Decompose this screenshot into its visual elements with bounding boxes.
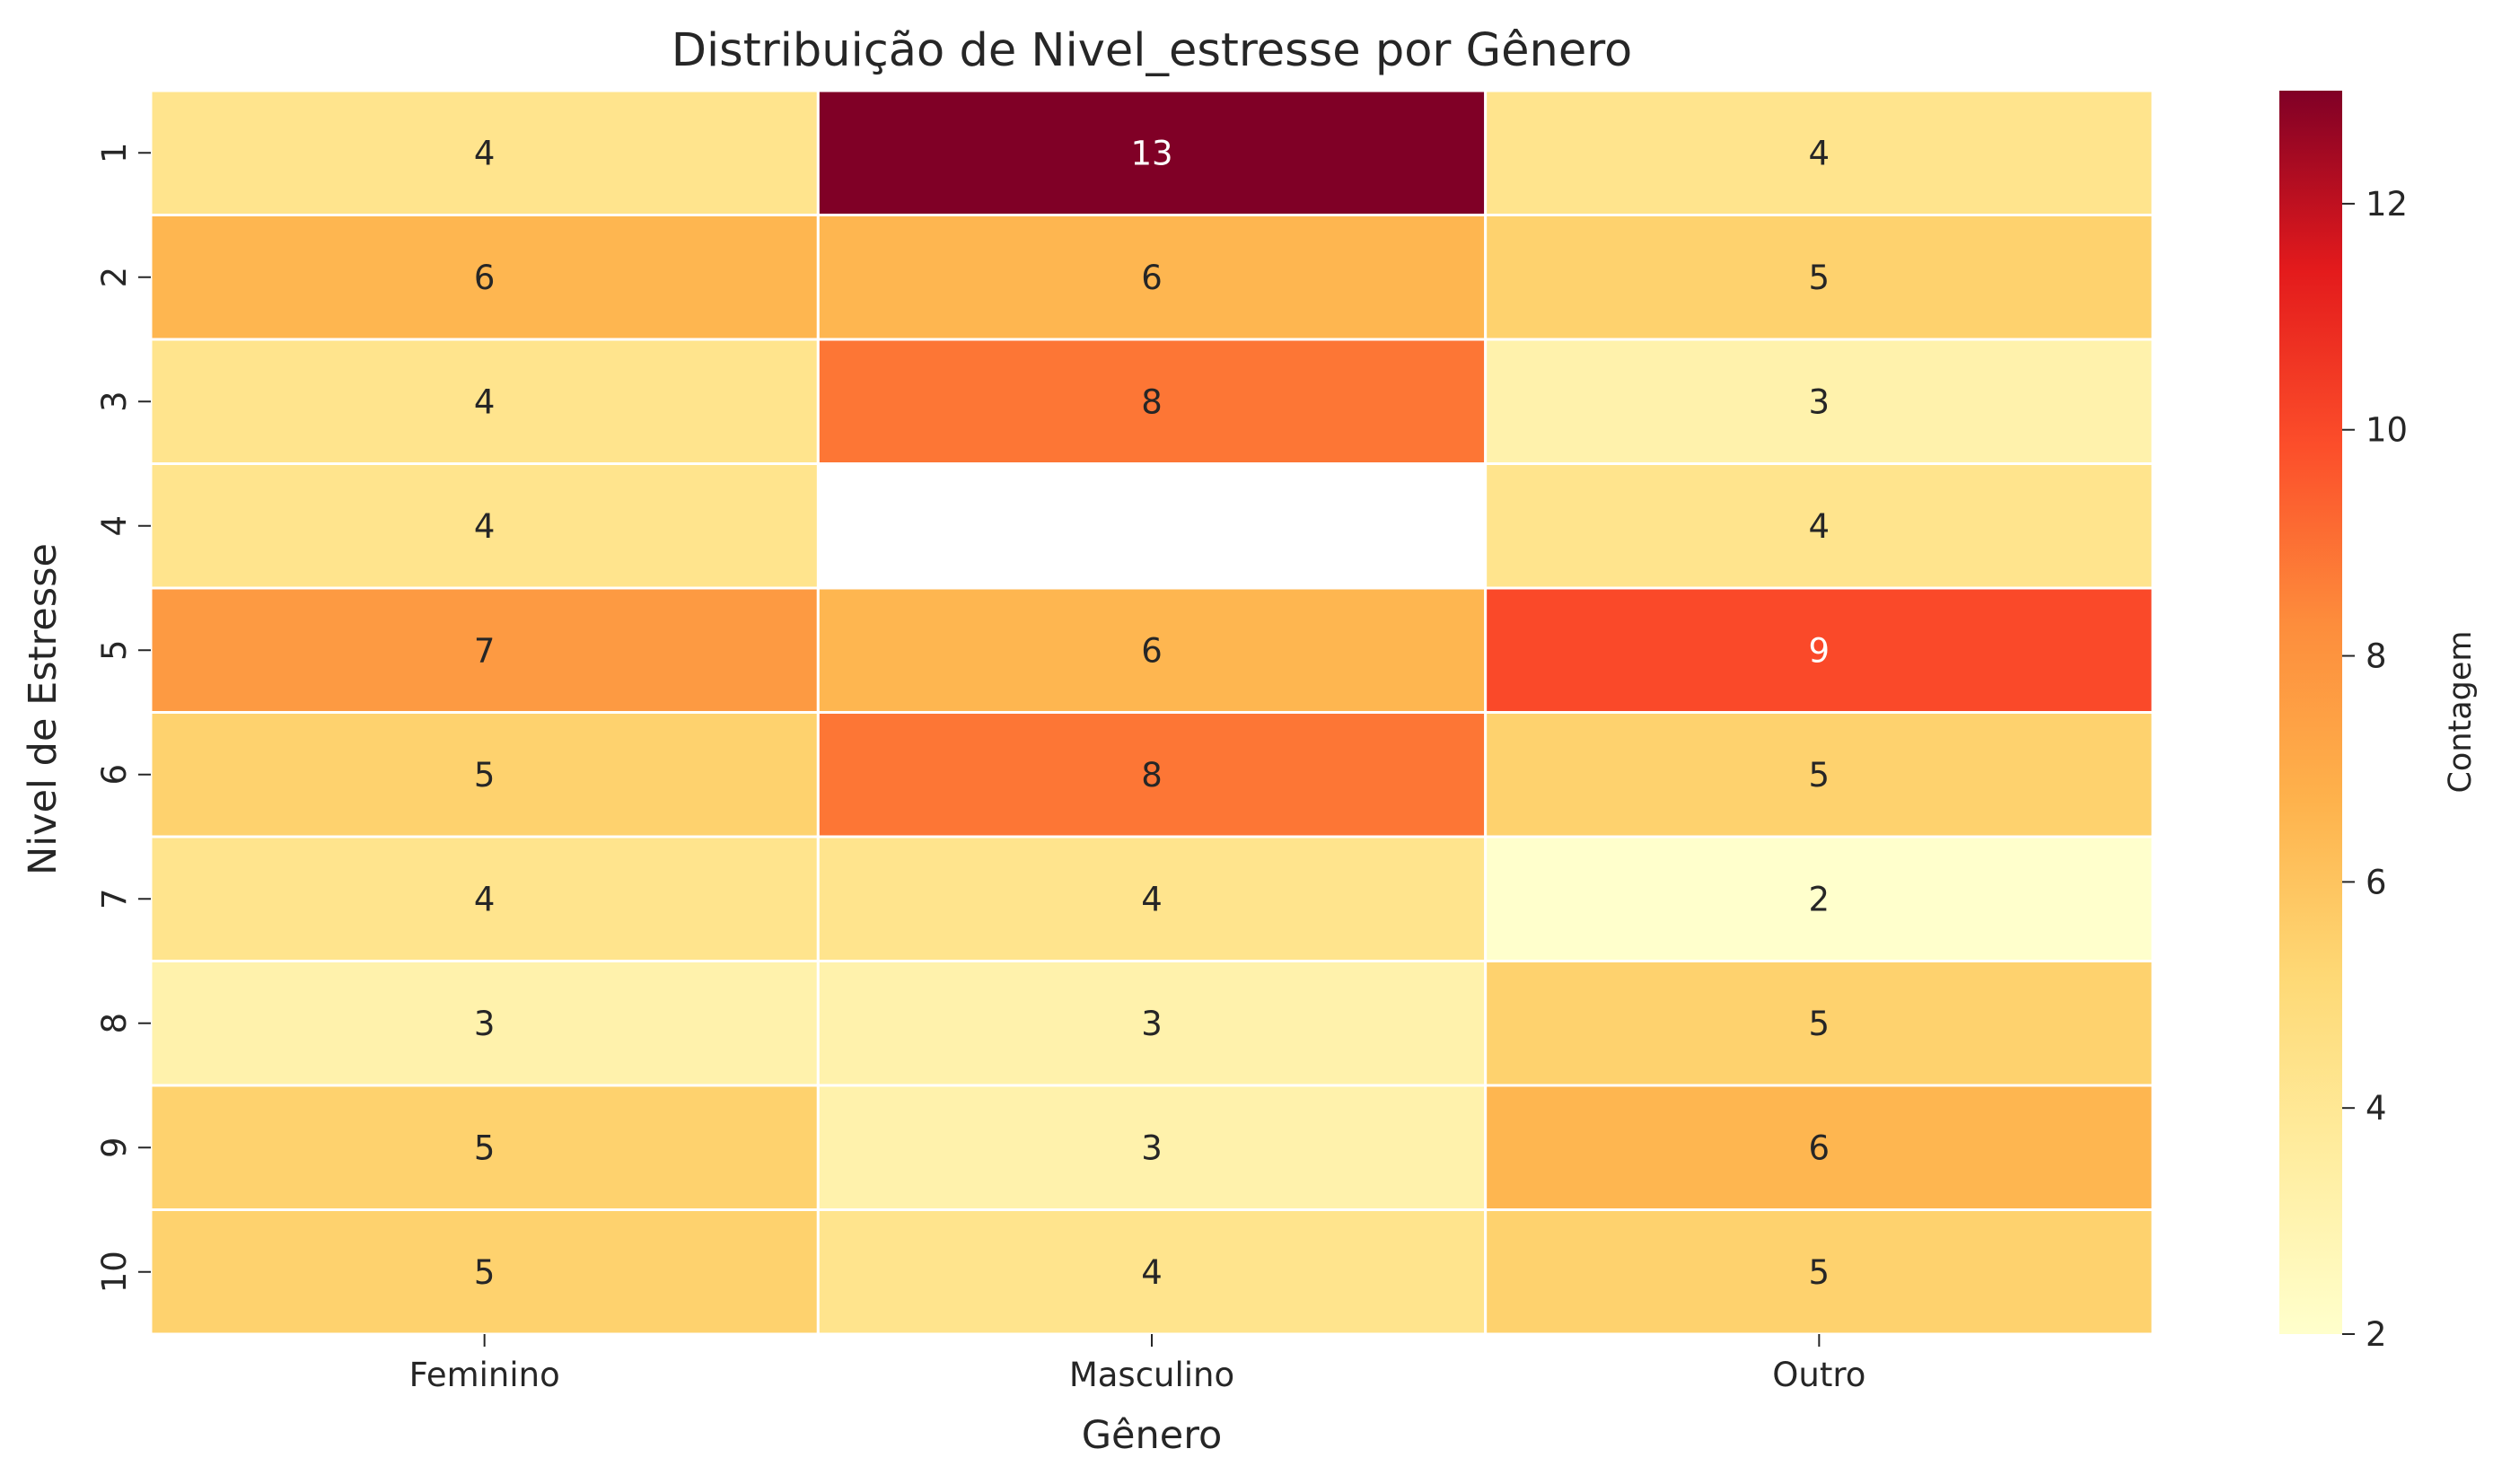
heatmap-cell [1484, 462, 2155, 590]
cell-value-label: 4 [474, 382, 496, 421]
heatmap-cell [1484, 835, 2155, 962]
heatmap-cell [816, 586, 1488, 714]
colorbar-tick-label: 12 [2366, 185, 2408, 224]
colorbar-tick-label: 4 [2366, 1089, 2387, 1128]
heatmap-cell [149, 89, 820, 216]
y-axis-label: Nivel de Estresse [21, 543, 66, 875]
cell-value-label: 7 [474, 631, 496, 670]
cell-value-label: 3 [1809, 382, 1830, 421]
heatmap-cell [816, 960, 1488, 1087]
y-tick-label: 5 [95, 639, 134, 661]
colorbar-tick-label: 8 [2366, 637, 2387, 676]
cell-value-label: 4 [1141, 880, 1163, 918]
x-tick-label: Masculino [1069, 1356, 1234, 1394]
x-tick-label: Outro [1772, 1356, 1865, 1394]
cell-value-label: 4 [1809, 134, 1830, 172]
cell-value-label: 6 [1141, 631, 1163, 670]
cell-value-label: 3 [1141, 1005, 1163, 1043]
cell-value-label: 5 [1809, 1253, 1830, 1292]
cell-value-label: 3 [1141, 1128, 1163, 1167]
x-axis: Feminino Masculino Outro [409, 1334, 1865, 1394]
heatmap-cell [149, 586, 820, 714]
heatmap-cell [816, 1208, 1488, 1336]
heatmap-cell [1484, 586, 2155, 714]
heatmap-cell [816, 89, 1488, 216]
cell-value-label: 2 [1809, 880, 1830, 918]
heatmap-cell [1484, 214, 2155, 341]
x-axis-label: Gênero [1082, 1413, 1223, 1458]
cell-value-label: 5 [474, 1128, 496, 1167]
cell-value-label: 5 [474, 756, 496, 795]
cell-value-label: 4 [1141, 1253, 1163, 1292]
heatmap-cell [1484, 960, 2155, 1087]
y-tick-label: 7 [95, 888, 134, 909]
y-tick-label: 4 [95, 515, 134, 537]
cell-value-label: 13 [1130, 134, 1172, 172]
heatmap-cell [149, 1208, 820, 1336]
cell-value-label: 4 [474, 134, 496, 172]
cell-value-label: 6 [1141, 259, 1163, 297]
colorbar-label: Contagem [2443, 630, 2479, 793]
heatmap-cell [1484, 89, 2155, 216]
cell-value-label: 5 [1809, 1005, 1830, 1043]
heatmap-cell [816, 835, 1488, 962]
heatmap-cell [1484, 1084, 2155, 1211]
cell-value-label: 6 [1809, 1128, 1830, 1167]
y-tick-label: 3 [95, 391, 134, 412]
heatmap-cell [149, 960, 820, 1087]
heatmap-cell [149, 462, 820, 590]
cell-value-label: 8 [1141, 382, 1163, 421]
chart-title: Distribuição de Nivel_estresse por Gêner… [672, 24, 1633, 77]
cell-value-label: 5 [474, 1253, 496, 1292]
y-tick-label: 10 [95, 1251, 134, 1293]
y-axis: 1 2 3 4 5 6 7 8 9 10 [95, 142, 151, 1293]
heatmap-cell [816, 214, 1488, 341]
heatmap-cell [1484, 1208, 2155, 1336]
heatmap-cell [816, 711, 1488, 839]
cell-value-label: 6 [474, 259, 496, 297]
cell-value-label: 4 [1809, 507, 1830, 546]
heatmap-cell [816, 338, 1488, 465]
cell-value-label: 8 [1141, 756, 1163, 795]
cell-value-label: 5 [1809, 756, 1830, 795]
heatmap-cell [149, 214, 820, 341]
heatmap-cell [816, 1084, 1488, 1211]
y-tick-label: 2 [95, 267, 134, 288]
colorbar-tick-label: 10 [2366, 411, 2408, 450]
heatmap-cells: 4 13 4 6 6 5 4 8 3 4 4 7 6 9 5 8 5 4 4 2 3 3 5 5 3 6 5 4 5 [149, 89, 2155, 1336]
heatmap-cell [1484, 711, 2155, 839]
colorbar: 2 4 6 8 10 12 [2279, 91, 2408, 1354]
cell-value-label: 5 [1809, 259, 1830, 297]
cell-value-label: 3 [474, 1005, 496, 1043]
y-tick-label: 8 [95, 1013, 134, 1034]
colorbar-tick-label: 6 [2366, 863, 2387, 901]
colorbar-gradient [2279, 91, 2342, 1334]
cell-value-label: 4 [474, 880, 496, 918]
cell-value-label: 9 [1809, 631, 1830, 670]
colorbar-tick-label: 2 [2366, 1315, 2387, 1354]
y-tick-label: 6 [95, 764, 134, 786]
cell-value-label: 4 [474, 507, 496, 546]
x-tick-label: Feminino [409, 1356, 560, 1394]
y-tick-label: 9 [95, 1137, 134, 1158]
y-tick-label: 1 [95, 142, 134, 163]
